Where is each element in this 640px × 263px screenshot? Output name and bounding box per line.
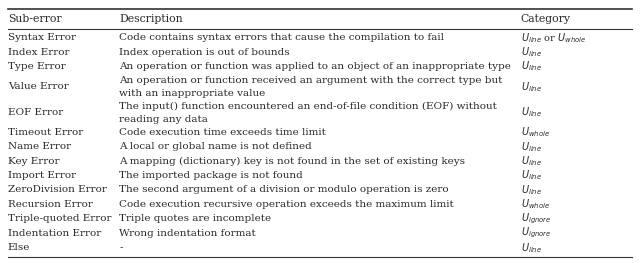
Text: reading any data: reading any data	[119, 115, 208, 124]
Text: Indentation Error: Indentation Error	[8, 229, 101, 238]
Text: $U_{\mathit{line}}$: $U_{\mathit{line}}$	[521, 105, 542, 119]
Text: Wrong indentation format: Wrong indentation format	[119, 229, 256, 238]
Text: The input() function encountered an end-of-file condition (EOF) without: The input() function encountered an end-…	[119, 102, 497, 111]
Text: $U_{\mathit{line}}$ or $U_{\mathit{whole}}$: $U_{\mathit{line}}$ or $U_{\mathit{whole…	[521, 31, 586, 45]
Text: $U_{\mathit{line}}$: $U_{\mathit{line}}$	[521, 241, 542, 255]
Text: $U_{\mathit{whole}}$: $U_{\mathit{whole}}$	[521, 198, 550, 211]
Text: Name Error: Name Error	[8, 142, 71, 151]
Text: $U_{\mathit{line}}$: $U_{\mathit{line}}$	[521, 80, 542, 94]
Text: Code execution recursive operation exceeds the maximum limit: Code execution recursive operation excee…	[119, 200, 454, 209]
Text: Triple-quoted Error: Triple-quoted Error	[8, 214, 111, 223]
Text: $U_{\mathit{ignore}}$: $U_{\mathit{ignore}}$	[521, 212, 551, 226]
Text: Description: Description	[119, 14, 183, 24]
Text: An operation or function was applied to an object of an inappropriate type: An operation or function was applied to …	[119, 62, 511, 71]
Text: An operation or function received an argument with the correct type but: An operation or function received an arg…	[119, 77, 502, 85]
Text: Key Error: Key Error	[8, 157, 60, 166]
Text: $U_{\mathit{line}}$: $U_{\mathit{line}}$	[521, 169, 542, 183]
Text: $U_{\mathit{line}}$: $U_{\mathit{line}}$	[521, 183, 542, 197]
Text: The second argument of a division or modulo operation is zero: The second argument of a division or mod…	[119, 185, 449, 194]
Text: Recursion Error: Recursion Error	[8, 200, 93, 209]
Text: Value Error: Value Error	[8, 82, 68, 91]
Text: EOF Error: EOF Error	[8, 108, 63, 117]
Text: Triple quotes are incomplete: Triple quotes are incomplete	[119, 214, 271, 223]
Text: The imported package is not found: The imported package is not found	[119, 171, 303, 180]
Text: $U_{\mathit{line}}$: $U_{\mathit{line}}$	[521, 154, 542, 168]
Text: $U_{\mathit{line}}$: $U_{\mathit{line}}$	[521, 45, 542, 59]
Text: with an inappropriate value: with an inappropriate value	[119, 89, 266, 98]
Text: A local or global name is not defined: A local or global name is not defined	[119, 142, 312, 151]
Text: $U_{\mathit{line}}$: $U_{\mathit{line}}$	[521, 140, 542, 154]
Text: Code contains syntax errors that cause the compilation to fail: Code contains syntax errors that cause t…	[119, 33, 444, 42]
Text: Else: Else	[8, 243, 30, 252]
Text: $U_{\mathit{whole}}$: $U_{\mathit{whole}}$	[521, 125, 550, 139]
Text: Syntax Error: Syntax Error	[8, 33, 76, 42]
Text: Category: Category	[521, 14, 571, 24]
Text: Timeout Error: Timeout Error	[8, 128, 83, 137]
Text: $U_{\mathit{ignore}}$: $U_{\mathit{ignore}}$	[521, 226, 551, 240]
Text: A mapping (dictionary) key is not found in the set of existing keys: A mapping (dictionary) key is not found …	[119, 156, 465, 166]
Text: Sub-error: Sub-error	[8, 14, 61, 24]
Text: Index operation is out of bounds: Index operation is out of bounds	[119, 48, 290, 57]
Text: Index Error: Index Error	[8, 48, 69, 57]
Text: Type Error: Type Error	[8, 62, 65, 71]
Text: ZeroDivision Error: ZeroDivision Error	[8, 185, 107, 194]
Text: $U_{\mathit{line}}$: $U_{\mathit{line}}$	[521, 60, 542, 73]
Text: -: -	[119, 243, 123, 252]
Text: Code execution time exceeds time limit: Code execution time exceeds time limit	[119, 128, 326, 137]
Text: Import Error: Import Error	[8, 171, 76, 180]
